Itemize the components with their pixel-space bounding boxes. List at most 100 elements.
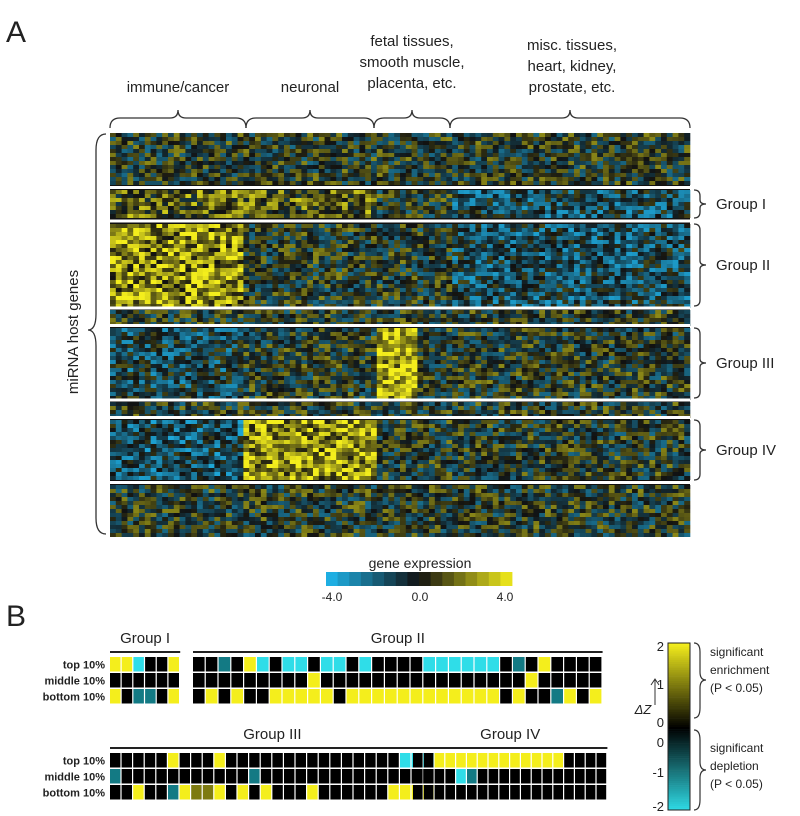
heatmap-a-cell bbox=[260, 214, 267, 218]
heatmap-a-cell bbox=[318, 157, 325, 161]
heatmap-a-cell bbox=[405, 177, 412, 181]
heatmap-a-cell bbox=[423, 336, 430, 340]
heatmap-a-cell bbox=[620, 141, 627, 145]
heatmap-a-cell bbox=[220, 344, 227, 348]
heatmap-a-cell bbox=[521, 141, 528, 145]
heatmap-a-cell bbox=[144, 332, 151, 336]
heatmap-a-cell bbox=[214, 248, 221, 252]
heatmap-a-cell bbox=[115, 206, 122, 210]
heatmap-a-cell bbox=[324, 153, 331, 157]
heatmap-a-cell bbox=[289, 304, 296, 308]
heatmap-a-cell bbox=[684, 210, 691, 214]
heatmap-a-cell bbox=[382, 288, 389, 292]
heatmap-a-cell bbox=[330, 236, 337, 240]
heatmap-a-cell bbox=[168, 236, 175, 240]
heatmap-a-cell bbox=[411, 177, 418, 181]
heatmap-a-cell bbox=[469, 194, 476, 198]
heatmap-a-cell bbox=[637, 318, 644, 322]
heatmap-a-cell bbox=[144, 149, 151, 153]
heatmap-a-cell bbox=[313, 214, 320, 218]
heatmap-a-cell bbox=[353, 304, 360, 308]
heatmap-a-cell bbox=[672, 314, 679, 318]
heatmap-a-cell bbox=[162, 260, 169, 264]
heatmap-a-cell bbox=[208, 133, 215, 137]
heatmap-a-cell bbox=[620, 264, 627, 268]
heatmap-a-cell bbox=[597, 248, 604, 252]
heatmap-a-cell bbox=[208, 300, 215, 304]
heatmap-a-cell bbox=[214, 214, 221, 218]
heatmap-a-cell bbox=[324, 288, 331, 292]
heatmap-a-cell bbox=[301, 210, 308, 214]
heatmap-a-cell bbox=[498, 133, 505, 137]
heatmap-a-cell bbox=[608, 141, 615, 145]
heatmap-a-cell bbox=[260, 232, 267, 236]
heatmap-a-cell bbox=[614, 288, 621, 292]
heatmap-a-cell bbox=[295, 280, 302, 284]
heatmap-a-cell bbox=[313, 198, 320, 202]
heatmap-a-cell bbox=[110, 336, 117, 340]
heatmap-a-cell bbox=[255, 272, 262, 276]
heatmap-a-cell bbox=[214, 280, 221, 284]
heatmap-a-cell bbox=[475, 149, 482, 153]
heatmap-a-cell bbox=[475, 198, 482, 202]
heatmap-a-cell bbox=[284, 145, 291, 149]
heatmap-a-cell bbox=[574, 206, 581, 210]
heatmap-a-cell bbox=[458, 149, 465, 153]
heatmap-a-cell bbox=[429, 153, 436, 157]
heatmap-a-cell bbox=[666, 256, 673, 260]
heatmap-a-cell bbox=[168, 181, 175, 185]
heatmap-a-cell bbox=[208, 149, 215, 153]
heatmap-a-cell bbox=[394, 165, 401, 169]
heatmap-a-cell bbox=[608, 340, 615, 344]
heatmap-a-cell bbox=[533, 173, 540, 177]
heatmap-a-cell bbox=[278, 210, 285, 214]
heatmap-a-cell bbox=[672, 149, 679, 153]
heatmap-a-cell bbox=[585, 141, 592, 145]
heatmap-a-cell bbox=[556, 145, 563, 149]
heatmap-a-cell bbox=[556, 236, 563, 240]
heatmap-a-cell bbox=[614, 214, 621, 218]
heatmap-a-cell bbox=[197, 328, 204, 332]
heatmap-a-cell bbox=[672, 214, 679, 218]
heatmap-a-cell bbox=[672, 318, 679, 322]
heatmap-a-cell bbox=[260, 280, 267, 284]
heatmap-a-cell bbox=[255, 248, 262, 252]
heatmap-a-cell bbox=[504, 202, 511, 206]
heatmap-a-cell bbox=[133, 214, 140, 218]
heatmap-a-cell bbox=[359, 248, 366, 252]
heatmap-a-cell bbox=[359, 157, 366, 161]
heatmap-a-cell bbox=[487, 288, 494, 292]
heatmap-a-cell bbox=[643, 314, 650, 318]
heatmap-a-cell bbox=[400, 300, 407, 304]
heatmap-a-cell bbox=[440, 157, 447, 161]
heatmap-a-cell bbox=[371, 304, 378, 308]
heatmap-a-cell bbox=[632, 141, 639, 145]
heatmap-a-cell bbox=[121, 272, 128, 276]
heatmap-a-cell bbox=[371, 194, 378, 198]
heatmap-a-cell bbox=[597, 296, 604, 300]
heatmap-a-cell bbox=[231, 252, 238, 256]
heatmap-a-cell bbox=[197, 141, 204, 145]
heatmap-a-cell bbox=[452, 328, 459, 332]
heatmap-a-cell bbox=[173, 288, 180, 292]
heatmap-a-cell bbox=[527, 304, 534, 308]
heatmap-a-cell bbox=[162, 173, 169, 177]
heatmap-a-cell bbox=[446, 244, 453, 248]
heatmap-a-cell bbox=[179, 194, 186, 198]
heatmap-a-cell bbox=[301, 181, 308, 185]
heatmap-a-cell bbox=[255, 141, 262, 145]
heatmap-a-cell bbox=[597, 181, 604, 185]
heatmap-a-cell bbox=[208, 332, 215, 336]
heatmap-a-cell bbox=[579, 210, 586, 214]
heatmap-a-cell bbox=[324, 141, 331, 145]
heatmap-a-cell bbox=[144, 157, 151, 161]
heatmap-a-cell bbox=[336, 236, 343, 240]
heatmap-a-cell bbox=[649, 161, 656, 165]
heatmap-a-cell bbox=[249, 332, 256, 336]
heatmap-a-cell bbox=[371, 232, 378, 236]
heatmap-a-cell bbox=[603, 244, 610, 248]
heatmap-a-cell bbox=[214, 252, 221, 256]
heatmap-a-cell bbox=[585, 332, 592, 336]
heatmap-a-cell bbox=[429, 137, 436, 141]
heatmap-a-cell bbox=[620, 340, 627, 344]
